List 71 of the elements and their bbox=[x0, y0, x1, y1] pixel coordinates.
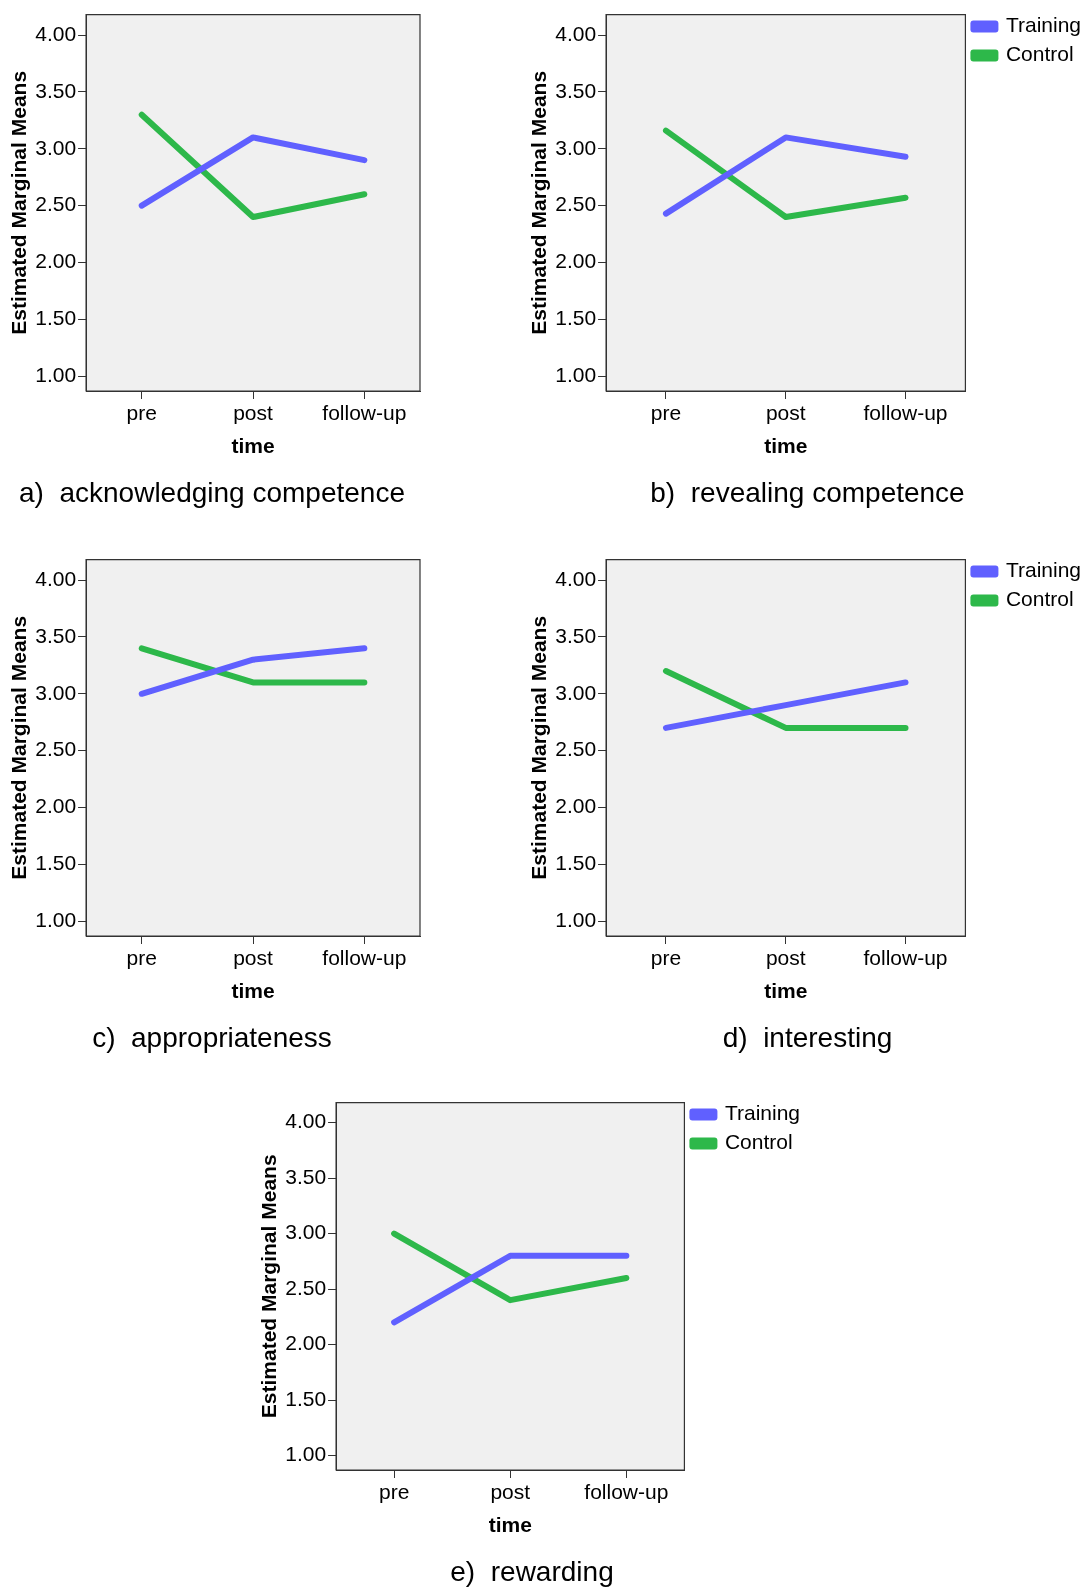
y-tick-label: 1.00 bbox=[555, 908, 597, 932]
x-tick-label: pre bbox=[126, 946, 157, 970]
legend-label: Training bbox=[724, 1101, 800, 1125]
y-tick-label: 1.00 bbox=[35, 908, 77, 932]
x-axis-title: time bbox=[231, 433, 275, 457]
y-tick-label: 1.50 bbox=[555, 851, 597, 875]
x-tick-label: post bbox=[765, 401, 806, 425]
y-tick-label: 4.00 bbox=[35, 21, 77, 45]
y-tick-label: 1.00 bbox=[555, 363, 597, 387]
x-tick-label: pre bbox=[650, 401, 682, 425]
x-tick-label: follow-up bbox=[322, 401, 407, 425]
x-axis-title: time bbox=[764, 433, 808, 457]
legend-label: Control bbox=[724, 1130, 793, 1154]
y-axis-title: Estimated Marginal Means bbox=[7, 70, 31, 335]
y-tick-label: 3.50 bbox=[285, 1164, 327, 1188]
y-tick-label: 3.00 bbox=[555, 680, 597, 704]
y-axis-title: Estimated Marginal Means bbox=[527, 70, 551, 335]
x-tick-label: post bbox=[233, 401, 274, 425]
y-tick-label: 3.50 bbox=[555, 78, 597, 102]
x-tick-label: post bbox=[490, 1480, 531, 1504]
y-tick-label: 3.00 bbox=[555, 135, 597, 159]
y-tick-label: 2.50 bbox=[35, 737, 77, 761]
y-tick-label: 2.00 bbox=[35, 794, 77, 818]
y-tick-label: 2.50 bbox=[555, 192, 597, 216]
y-tick-label: 3.00 bbox=[285, 1220, 327, 1244]
legend-label: Control bbox=[1005, 587, 1074, 611]
text: b) revealing competence bbox=[650, 476, 965, 508]
y-tick-label: 3.50 bbox=[35, 623, 77, 647]
x-axis-title: time bbox=[488, 1512, 532, 1536]
y-tick-label: 3.50 bbox=[35, 78, 77, 102]
y-tick-label: 1.50 bbox=[555, 306, 597, 330]
y-tick-label: 2.50 bbox=[35, 192, 77, 216]
x-tick-label: follow-up bbox=[584, 1480, 669, 1504]
x-tick-label: pre bbox=[650, 946, 682, 970]
legend-label: Training bbox=[1005, 558, 1081, 582]
y-tick-label: 2.00 bbox=[555, 249, 597, 273]
text: e) rewarding bbox=[450, 1555, 614, 1587]
y-tick-label: 2.00 bbox=[285, 1331, 327, 1355]
y-tick-label: 4.00 bbox=[555, 21, 597, 45]
y-tick-label: 3.00 bbox=[35, 680, 77, 704]
x-tick-label: follow-up bbox=[863, 401, 948, 425]
x-tick-label: follow-up bbox=[322, 946, 407, 970]
y-tick-label: 1.00 bbox=[285, 1442, 327, 1466]
x-tick-label: pre bbox=[378, 1480, 410, 1504]
y-tick-label: 2.00 bbox=[555, 794, 597, 818]
y-tick-label: 4.00 bbox=[555, 566, 597, 590]
x-tick-label: pre bbox=[126, 401, 157, 425]
y-tick-label: 4.00 bbox=[35, 566, 77, 590]
y-tick-label: 1.50 bbox=[35, 306, 77, 330]
y-tick-label: 1.00 bbox=[35, 363, 77, 387]
legend-label: Control bbox=[1005, 42, 1074, 66]
x-axis-title: time bbox=[231, 978, 275, 1002]
legend-label: Training bbox=[1005, 13, 1081, 37]
text: a) acknowledging competence bbox=[18, 476, 406, 508]
y-tick-label: 2.00 bbox=[35, 249, 77, 273]
y-tick-label: 2.50 bbox=[555, 737, 597, 761]
y-tick-label: 3.50 bbox=[555, 623, 597, 647]
text: d) interesting bbox=[722, 1021, 893, 1053]
x-tick-label: post bbox=[233, 946, 274, 970]
y-tick-label: 2.50 bbox=[285, 1275, 327, 1299]
y-tick-label: 4.00 bbox=[285, 1109, 327, 1133]
y-axis-title: Estimated Marginal Means bbox=[527, 615, 551, 880]
x-tick-label: follow-up bbox=[863, 946, 948, 970]
text: c) appropriateness bbox=[92, 1021, 332, 1053]
x-axis-title: time bbox=[764, 978, 808, 1002]
y-axis-title: Estimated Marginal Means bbox=[257, 1154, 281, 1419]
y-axis-title: Estimated Marginal Means bbox=[7, 615, 31, 880]
y-tick-label: 1.50 bbox=[285, 1386, 327, 1410]
x-tick-label: post bbox=[765, 946, 806, 970]
y-tick-label: 1.50 bbox=[35, 851, 77, 875]
y-tick-label: 3.00 bbox=[35, 135, 77, 159]
